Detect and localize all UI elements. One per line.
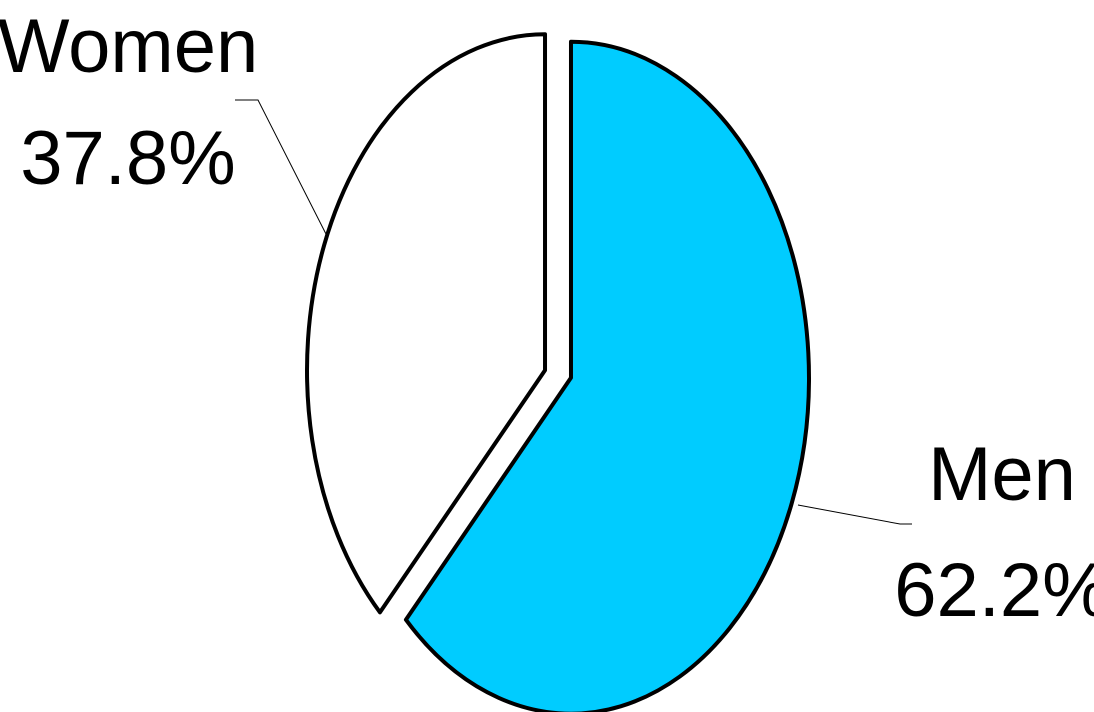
leader-line-women <box>235 99 328 237</box>
pie-slice-women <box>305 32 548 615</box>
slice-value-men: 62.2% <box>894 548 1094 633</box>
slice-value-women: 37.8% <box>20 116 236 201</box>
leader-line-men <box>797 504 912 525</box>
slice-label-women: Women <box>0 4 258 89</box>
pie-slice-men <box>403 39 811 712</box>
slice-label-men: Men <box>928 432 1076 517</box>
